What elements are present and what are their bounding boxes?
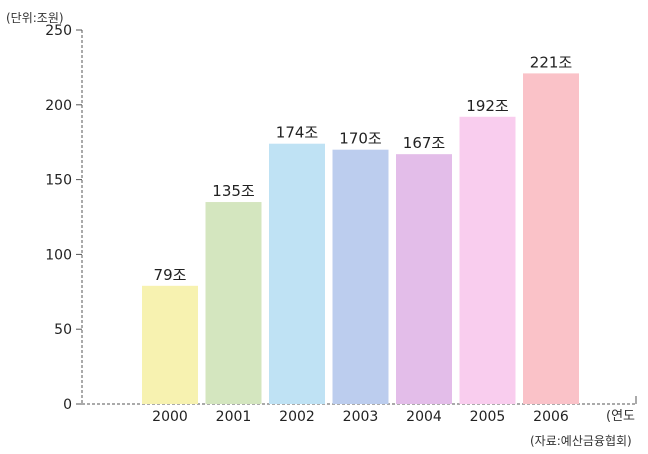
x-tick-label: 2005 <box>470 409 506 425</box>
y-tick-label: 100 <box>45 247 72 263</box>
bar-2000 <box>142 285 198 404</box>
value-label: 192조 <box>466 97 509 115</box>
bar-2002 <box>269 143 325 405</box>
value-label: 221조 <box>530 53 573 71</box>
bars <box>142 73 579 405</box>
x-tick-labels: 2000 2001 2002 2003 2004 2005 2006 <box>152 409 569 425</box>
value-labels: 79조 135조 174조 170조 167조 192조 221조 <box>154 53 573 283</box>
bar-2003 <box>332 149 389 404</box>
value-label: 79조 <box>154 266 187 284</box>
source-note: (자료:예산금융협회) <box>530 434 632 448</box>
bar-2004 <box>396 154 452 404</box>
y-tick-label: 250 <box>45 23 72 39</box>
x-tick-label: 2006 <box>533 409 569 425</box>
y-tick-label: 0 <box>63 397 72 413</box>
x-tick-label: 2000 <box>152 409 188 425</box>
unit-label: (단위:조원) <box>6 11 64 25</box>
x-axis-title: (연도 <box>606 409 635 424</box>
y-tick-label: 200 <box>45 98 72 114</box>
x-tick-label: 2004 <box>406 409 442 425</box>
x-tick-label: 2001 <box>216 409 252 425</box>
y-ticks: 0 50 100 150 200 250 <box>45 23 82 413</box>
value-label: 135조 <box>212 182 255 200</box>
y-tick-label: 50 <box>54 322 72 338</box>
bar-2001 <box>205 202 262 404</box>
value-label: 167조 <box>403 134 446 152</box>
value-label: 174조 <box>276 124 319 142</box>
value-label: 170조 <box>339 130 382 148</box>
bar-2006 <box>523 73 579 404</box>
y-tick-label: 150 <box>45 173 72 189</box>
x-tick-label: 2002 <box>279 409 315 425</box>
bar-2005 <box>459 116 516 404</box>
x-tick-label: 2003 <box>343 409 379 425</box>
